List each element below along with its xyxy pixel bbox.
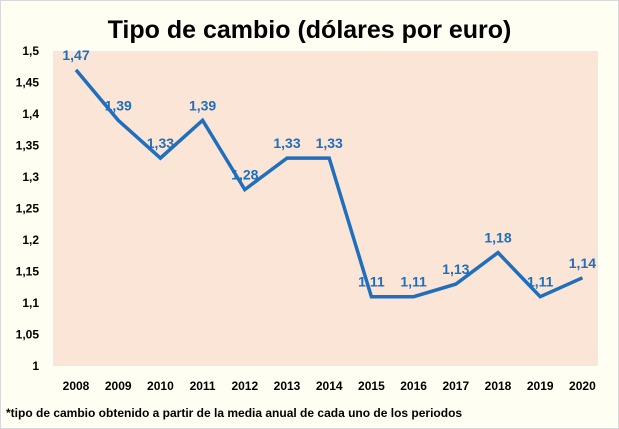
- data-label: 1,11: [400, 274, 427, 290]
- data-label: 1,28: [231, 167, 258, 183]
- chart-title: Tipo de cambio (dólares por euro): [107, 16, 512, 44]
- x-tick-label: 2009: [105, 379, 132, 393]
- y-tick-label: 1,2: [22, 233, 39, 247]
- x-tick-label: 2008: [63, 379, 90, 393]
- data-label: 1,33: [147, 135, 174, 151]
- x-tick-label: 2011: [190, 379, 216, 393]
- data-label: 1,33: [316, 135, 343, 151]
- x-tick-label: 2019: [527, 379, 554, 393]
- data-label: 1,11: [527, 274, 554, 290]
- data-label: 1,39: [189, 97, 216, 113]
- data-label: 1,11: [358, 274, 385, 290]
- data-label: 1,47: [62, 47, 89, 63]
- data-label: 1,13: [442, 261, 469, 277]
- x-tick-label: 2016: [400, 379, 427, 393]
- y-tick-label: 1,35: [16, 139, 40, 153]
- x-tick-label: 2014: [316, 379, 343, 393]
- y-tick-label: 1,45: [16, 76, 40, 90]
- y-tick-label: 1,15: [16, 265, 40, 279]
- y-tick-label: 1,25: [16, 202, 40, 216]
- plot-area: [53, 51, 598, 366]
- x-tick-label: 2018: [485, 379, 512, 393]
- x-tick-label: 2015: [358, 379, 385, 393]
- y-tick-label: 1,05: [16, 328, 40, 342]
- y-tick-label: 1: [32, 359, 39, 373]
- data-labels: 1,47 1,39 1,33 1,39 1,28 1,33 1,33 1,11 1,11 1,13…: [62, 47, 596, 290]
- footnote: *tipo de cambio obtenido a partir de la …: [6, 406, 463, 420]
- y-tick-label: 1,4: [22, 107, 39, 121]
- data-label: 1,14: [569, 255, 596, 271]
- data-label: 1,18: [484, 230, 511, 246]
- x-tick-label: 2020: [569, 379, 596, 393]
- y-tick-label: 1,5: [22, 44, 39, 58]
- x-tick-label: 2012: [231, 379, 258, 393]
- y-tick-label: 1,1: [22, 296, 39, 310]
- y-axis: 1 1,05 1,1 1,15 1,2 1,25 1,3 1,35 1,4 1,45 1,5: [16, 44, 40, 373]
- x-axis: 2008 2009 2010 2011 2012 2013 2014 2015 2016 2017…: [63, 379, 596, 393]
- y-tick-label: 1,3: [22, 170, 39, 184]
- data-label: 1,39: [105, 97, 132, 113]
- x-tick-label: 2010: [147, 379, 174, 393]
- x-tick-label: 2013: [274, 379, 301, 393]
- data-label: 1,33: [273, 135, 300, 151]
- x-tick-label: 2017: [442, 379, 469, 393]
- series-line: [74, 68, 584, 299]
